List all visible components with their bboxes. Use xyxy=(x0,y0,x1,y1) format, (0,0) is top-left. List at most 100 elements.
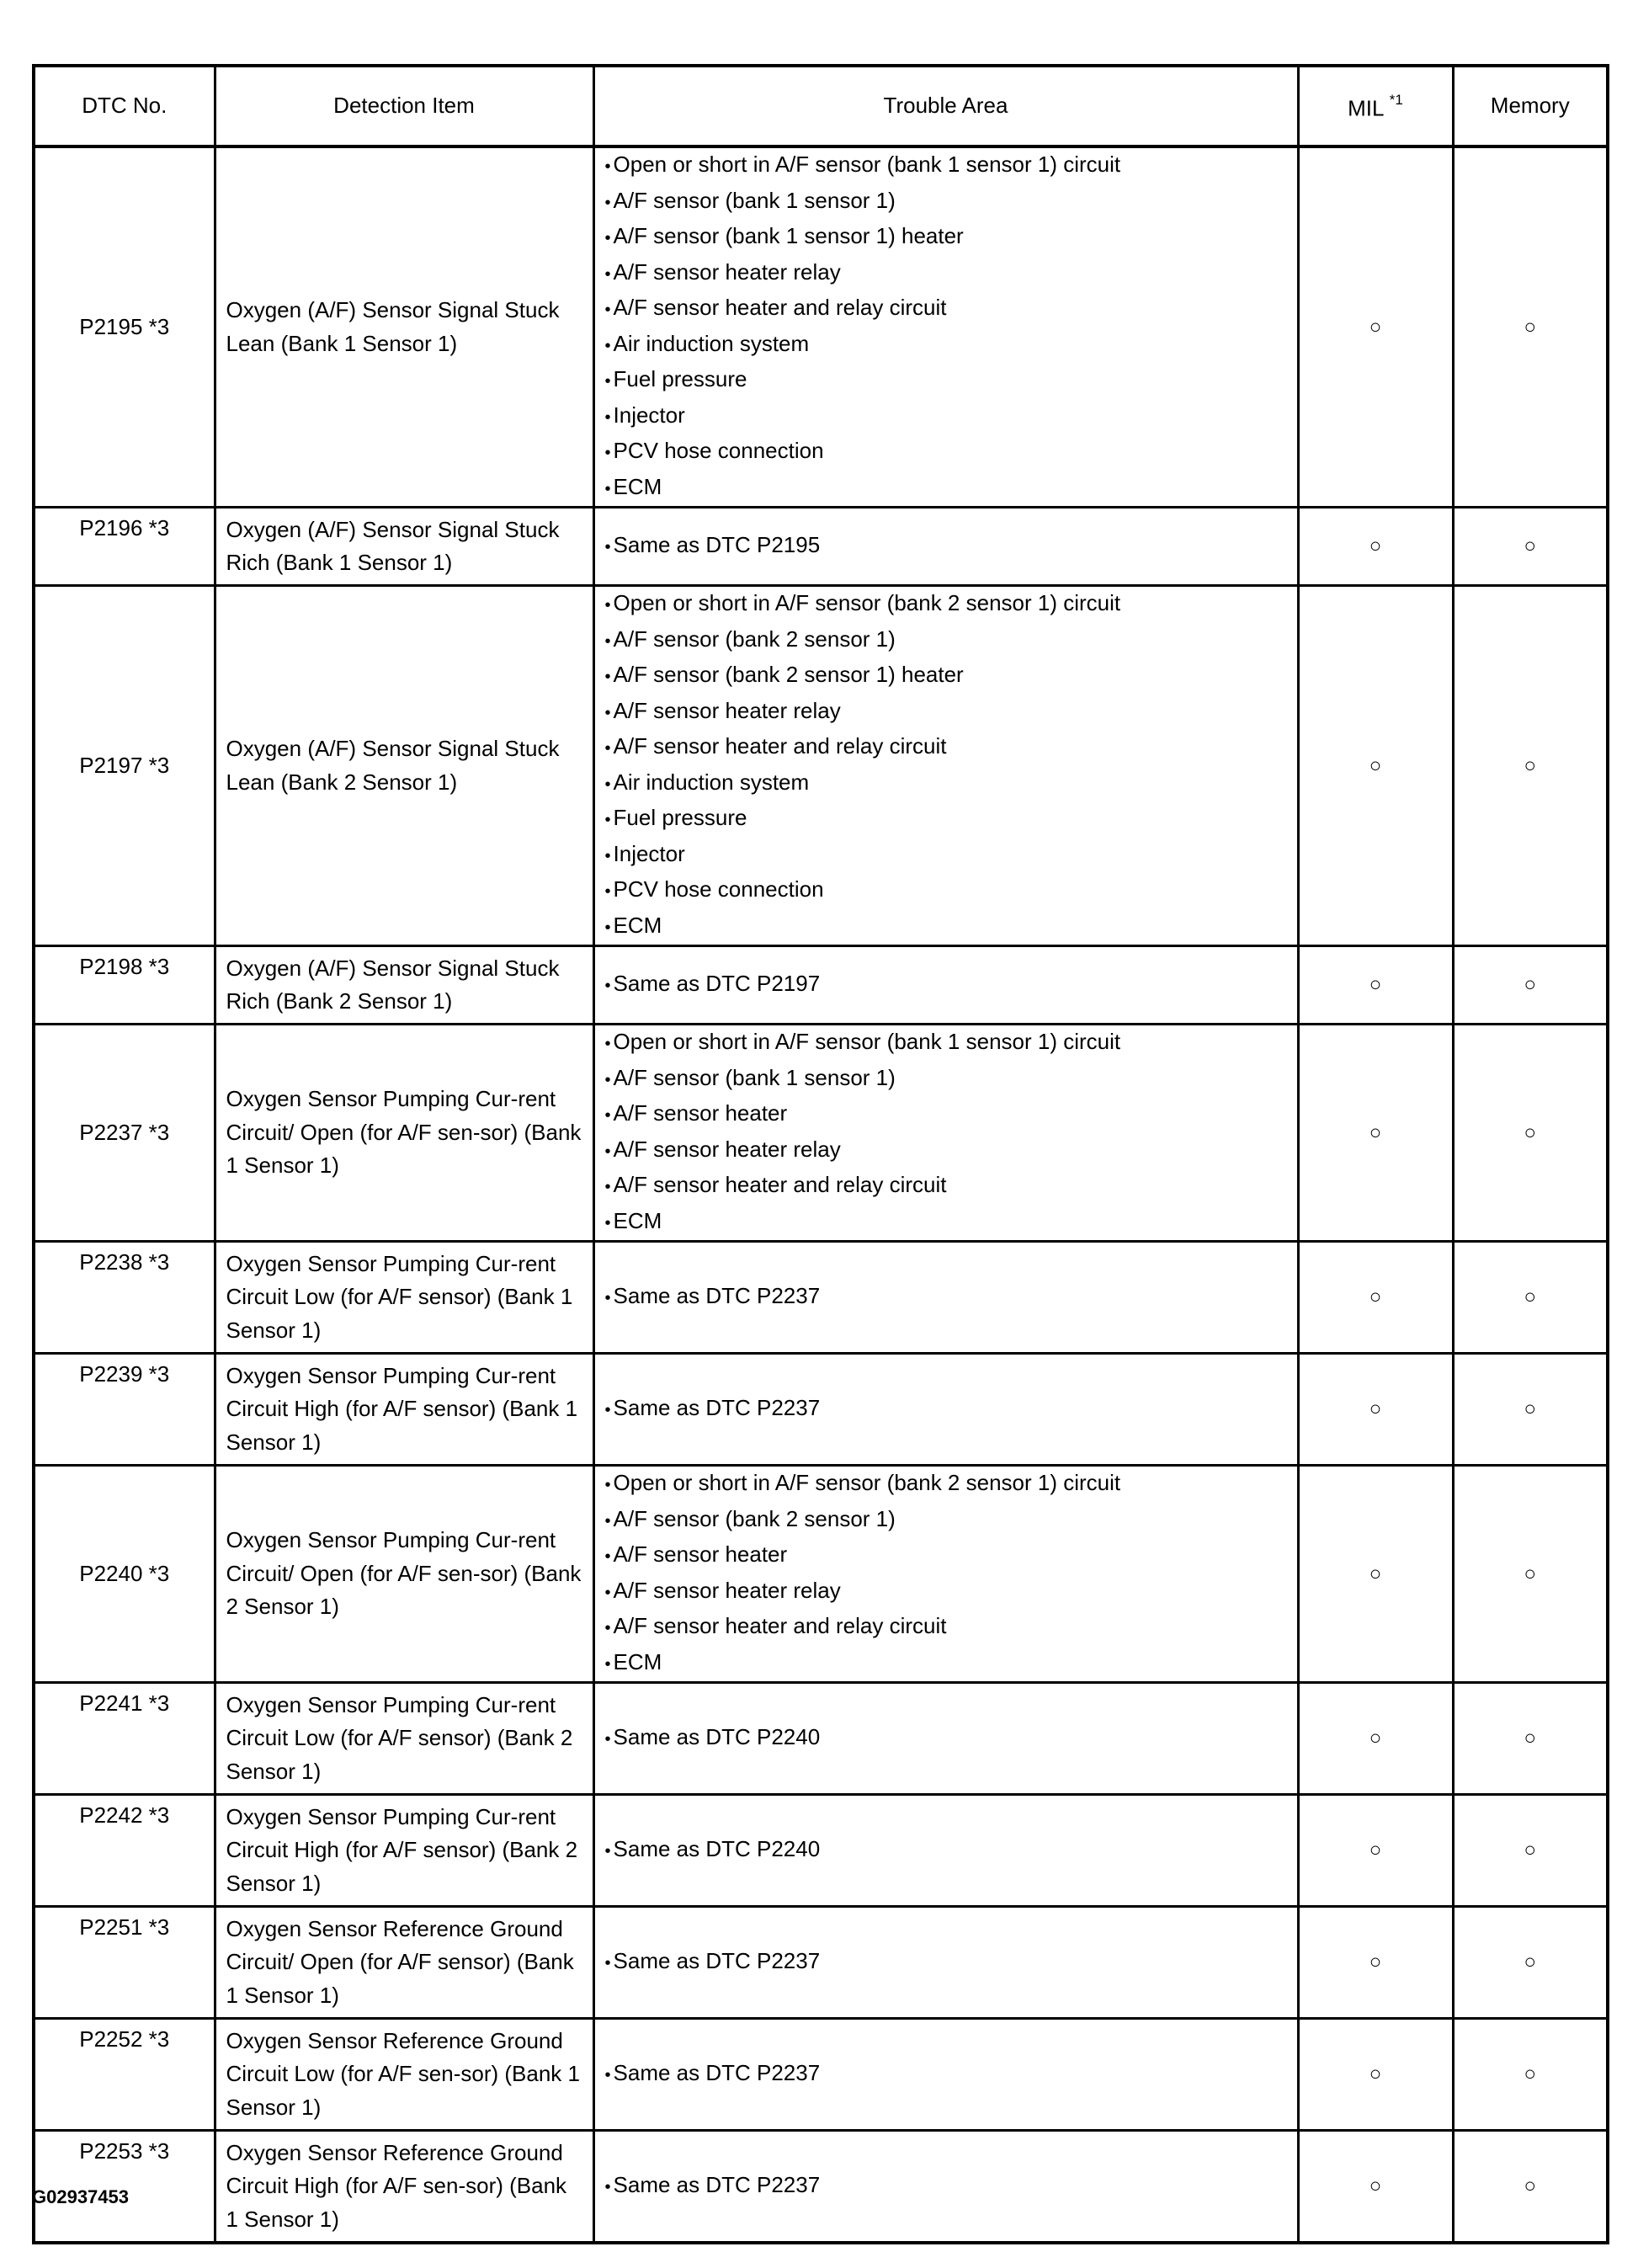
circle-icon: ○ xyxy=(1369,1562,1382,1585)
table-row: P2198 *3 Oxygen (A/F) Sensor Signal Stuck… xyxy=(32,945,1609,1025)
circle-icon: ○ xyxy=(1369,315,1382,338)
trouble-item: A/F sensor (bank 2 sensor 1) xyxy=(605,1503,1287,1539)
circle-icon: ○ xyxy=(1369,1839,1382,1862)
circle-icon: ○ xyxy=(1524,535,1537,558)
circle-icon: ○ xyxy=(1369,535,1382,558)
figure-id: G02937453 xyxy=(32,2186,129,2207)
trouble-item: Same as DTC P2195 xyxy=(605,529,1287,565)
trouble-list: Same as DTC P2237 xyxy=(605,1280,1287,1316)
header-mil-label: MIL xyxy=(1348,95,1384,121)
circle-icon: ○ xyxy=(1524,1121,1537,1144)
detection-cell: Oxygen (A/F) Sensor Signal Stuck Lean (B… xyxy=(213,584,595,947)
circle-icon: ○ xyxy=(1369,973,1382,997)
detection-cell: Oxygen Sensor Reference Ground Circuit/ … xyxy=(213,1905,595,2020)
trouble-item: ECM xyxy=(605,471,1287,507)
table-row: P2240 *3 Oxygen Sensor Pumping Cur-rent C… xyxy=(32,1464,1609,1684)
trouble-list: Same as DTC P2237 xyxy=(605,1945,1287,1981)
circle-icon: ○ xyxy=(1369,1951,1382,1974)
table-row: P2237 *3 Oxygen Sensor Pumping Cur-rent C… xyxy=(32,1023,1609,1243)
circle-icon: ○ xyxy=(1524,1398,1537,1421)
circle-icon: ○ xyxy=(1369,1727,1382,1750)
memory-cell: ○ xyxy=(1451,1023,1609,1243)
header-detection: Detection Item xyxy=(213,64,595,148)
trouble-item: A/F sensor heater relay xyxy=(605,1574,1287,1610)
dtc-cell: P2240 *3 xyxy=(32,1464,216,1684)
dtc-cell: P2251 *3 xyxy=(32,1905,216,2020)
circle-icon: ○ xyxy=(1524,1286,1537,1309)
memory-cell: ○ xyxy=(1451,1905,1609,2020)
detection-cell: Oxygen (A/F) Sensor Signal Stuck Rich (B… xyxy=(213,945,595,1025)
trouble-item: A/F sensor heater relay xyxy=(605,256,1287,292)
header-row: DTC No. Detection Item Trouble Area MIL … xyxy=(32,64,1609,148)
trouble-item: ECM xyxy=(605,1646,1287,1682)
mil-cell: ○ xyxy=(1296,1681,1455,1796)
header-mil: MIL *1 xyxy=(1296,64,1455,148)
header-dtc: DTC No. xyxy=(32,64,216,148)
mil-cell: ○ xyxy=(1296,584,1455,947)
trouble-item: Same as DTC P2240 xyxy=(605,1721,1287,1757)
detection-cell: Oxygen Sensor Reference Ground Circuit H… xyxy=(213,2129,595,2244)
trouble-list: Open or short in A/F sensor (bank 2 sens… xyxy=(605,587,1287,945)
trouble-item: ECM xyxy=(605,909,1287,945)
trouble-list: Same as DTC P2237 xyxy=(605,1392,1287,1428)
circle-icon: ○ xyxy=(1369,1286,1382,1309)
dtc-cell: P2198 *3 xyxy=(32,945,216,1025)
mil-cell: ○ xyxy=(1296,1023,1455,1243)
table-row: P2239 *3 Oxygen Sensor Pumping Cur-rent C… xyxy=(32,1352,1609,1467)
circle-icon: ○ xyxy=(1369,2175,1382,2198)
trouble-item: ECM xyxy=(605,1205,1287,1241)
trouble-item: Air induction system xyxy=(605,766,1287,802)
table-row: P2196 *3 Oxygen (A/F) Sensor Signal Stuck… xyxy=(32,506,1609,587)
memory-cell: ○ xyxy=(1451,145,1609,508)
trouble-item: Same as DTC P2240 xyxy=(605,1833,1287,1869)
trouble-cell: Open or short in A/F sensor (bank 2 sens… xyxy=(592,1464,1300,1684)
trouble-item: A/F sensor (bank 1 sensor 1) heater xyxy=(605,220,1287,256)
trouble-item: A/F sensor heater and relay circuit xyxy=(605,1169,1287,1205)
trouble-item: Air induction system xyxy=(605,327,1287,364)
mil-cell: ○ xyxy=(1296,145,1455,508)
trouble-item: A/F sensor heater and relay circuit xyxy=(605,1610,1287,1646)
mil-cell: ○ xyxy=(1296,1352,1455,1467)
dtc-table: DTC No. Detection Item Trouble Area MIL … xyxy=(32,64,1609,2244)
trouble-cell: Same as DTC P2237 xyxy=(592,1352,1300,1467)
trouble-item: A/F sensor (bank 2 sensor 1) xyxy=(605,623,1287,659)
detection-cell: Oxygen Sensor Reference Ground Circuit L… xyxy=(213,2017,595,2132)
circle-icon: ○ xyxy=(1369,1121,1382,1144)
circle-icon: ○ xyxy=(1524,1562,1537,1585)
trouble-list: Same as DTC P2237 xyxy=(605,2057,1287,2093)
memory-cell: ○ xyxy=(1451,1681,1609,1796)
table-row: P2241 *3 Oxygen Sensor Pumping Cur-rent C… xyxy=(32,1681,1609,1796)
trouble-item: Same as DTC P2237 xyxy=(605,1945,1287,1981)
header-trouble: Trouble Area xyxy=(592,64,1300,148)
table-row: P2242 *3 Oxygen Sensor Pumping Cur-rent C… xyxy=(32,1793,1609,1908)
circle-icon: ○ xyxy=(1524,1951,1537,1974)
table-row: P2197 *3 Oxygen (A/F) Sensor Signal Stuck… xyxy=(32,584,1609,947)
trouble-cell: Same as DTC P2237 xyxy=(592,1240,1300,1355)
mil-cell: ○ xyxy=(1296,2129,1455,2244)
trouble-item: A/F sensor heater and relay circuit xyxy=(605,291,1287,327)
trouble-cell: Same as DTC P2237 xyxy=(592,2017,1300,2132)
circle-icon: ○ xyxy=(1524,2175,1537,2198)
trouble-item: Fuel pressure xyxy=(605,801,1287,838)
trouble-item: Injector xyxy=(605,838,1287,874)
trouble-cell: Same as DTC P2240 xyxy=(592,1793,1300,1908)
trouble-item: Injector xyxy=(605,399,1287,435)
dtc-cell: P2196 *3 xyxy=(32,506,216,587)
detection-cell: Oxygen Sensor Pumping Cur-rent Circuit L… xyxy=(213,1681,595,1796)
detection-cell: Oxygen Sensor Pumping Cur-rent Circuit H… xyxy=(213,1352,595,1467)
trouble-cell: Same as DTC P2197 xyxy=(592,945,1300,1025)
mil-cell: ○ xyxy=(1296,1905,1455,2020)
detection-cell: Oxygen Sensor Pumping Cur-rent Circuit H… xyxy=(213,1793,595,1908)
memory-cell: ○ xyxy=(1451,1352,1609,1467)
dtc-cell: P2242 *3 xyxy=(32,1793,216,1908)
trouble-cell: Same as DTC P2237 xyxy=(592,1905,1300,2020)
memory-cell: ○ xyxy=(1451,584,1609,947)
trouble-item: Same as DTC P2197 xyxy=(605,967,1287,1004)
circle-icon: ○ xyxy=(1524,753,1537,777)
trouble-item: PCV hose connection xyxy=(605,873,1287,909)
trouble-list: Same as DTC P2240 xyxy=(605,1721,1287,1757)
detection-cell: Oxygen (A/F) Sensor Signal Stuck Rich (B… xyxy=(213,506,595,587)
dtc-cell: P2237 *3 xyxy=(32,1023,216,1243)
mil-cell: ○ xyxy=(1296,1793,1455,1908)
trouble-list: Same as DTC P2197 xyxy=(605,967,1287,1004)
